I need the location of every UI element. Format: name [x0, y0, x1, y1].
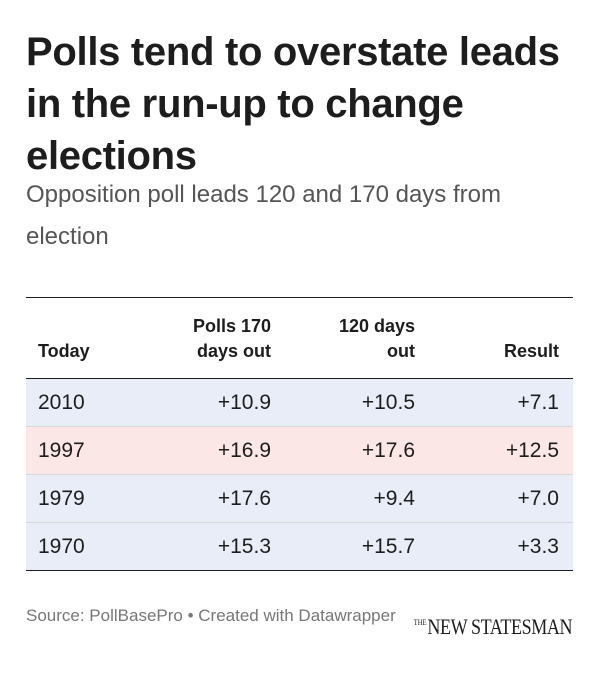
polls-170-cell: +16.9 — [217, 439, 271, 462]
days-120-cell: +10.5 — [361, 391, 415, 414]
row-year-cell: 1997 — [38, 439, 85, 462]
polls-170-cell: +17.6 — [217, 487, 271, 510]
column-header-today: Today — [38, 341, 90, 361]
logo-wordmark: NEW STATESMAN — [427, 614, 572, 639]
new-statesman-logo: THENEW STATESMAN — [413, 614, 573, 640]
table-row: 1970 +15.3 +15.7 +3.3 — [26, 523, 573, 571]
result-cell: +3.3 — [517, 535, 559, 558]
table-row: 1979 +17.6 +9.4 +7.0 — [26, 475, 573, 523]
result-cell: +12.5 — [505, 439, 559, 462]
row-year-cell: 1979 — [38, 487, 85, 510]
days-120-cell: +15.7 — [361, 535, 415, 558]
row-year-cell: 2010 — [38, 391, 85, 414]
days-120-cell: +17.6 — [361, 439, 415, 462]
source-note: Source: PollBasePro • Created with Dataw… — [26, 606, 396, 625]
table-row: 1997 +16.9 +17.6 +12.5 — [26, 427, 573, 475]
column-header-polls-170: Polls 170 days out — [192, 316, 271, 361]
table-header: Today Polls 170 days out 120 days out Re… — [26, 298, 573, 379]
logo-the: THE — [413, 618, 427, 627]
result-cell: +7.1 — [517, 391, 559, 414]
chart-title: Polls tend to overstate leads in the run… — [26, 30, 560, 178]
chart-subtitle: Opposition poll leads 120 and 170 days f… — [26, 181, 501, 250]
polls-170-cell: +15.3 — [217, 535, 271, 558]
days-120-cell: +9.4 — [373, 487, 415, 510]
polls-170-cell: +10.9 — [217, 391, 271, 414]
table-body: 2010 +10.9 +10.5 +7.1 1997 +16.9 +17.6 +12.5 197… — [26, 379, 573, 571]
column-header-result: Result — [503, 341, 559, 361]
table-row: 2010 +10.9 +10.5 +7.1 — [26, 379, 573, 427]
data-table: Today Polls 170 days out 120 days out Re… — [26, 297, 573, 571]
result-cell: +7.0 — [517, 487, 559, 510]
row-year-cell: 1970 — [38, 535, 85, 558]
column-header-120-days: 120 days out — [338, 316, 415, 361]
